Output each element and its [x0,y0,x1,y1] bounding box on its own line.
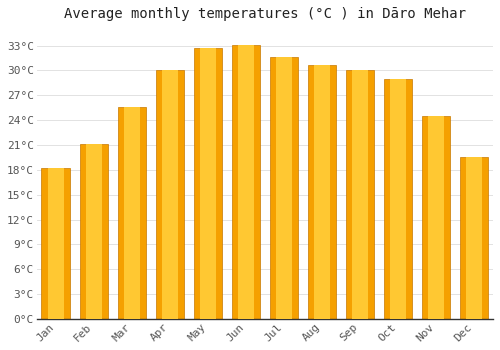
Bar [48,168,64,319]
Bar [124,107,140,319]
Bar [118,107,146,319]
Bar [428,116,444,319]
Bar [156,70,184,319]
Bar [384,79,412,319]
Bar [270,57,298,319]
Bar [200,48,216,319]
Bar [238,45,254,319]
Bar [352,70,368,319]
Bar [308,65,336,319]
Bar [194,48,222,319]
Bar [422,116,450,319]
Bar [42,168,70,319]
Title: Average monthly temperatures (°C ) in Dāro Mehar: Average monthly temperatures (°C ) in Dā… [64,7,466,21]
Bar [466,156,482,319]
Bar [346,70,374,319]
Bar [232,45,260,319]
Bar [460,156,488,319]
Bar [276,57,291,319]
Bar [314,65,330,319]
Bar [162,70,178,319]
Bar [390,79,406,319]
Bar [86,144,102,319]
Bar [80,144,108,319]
